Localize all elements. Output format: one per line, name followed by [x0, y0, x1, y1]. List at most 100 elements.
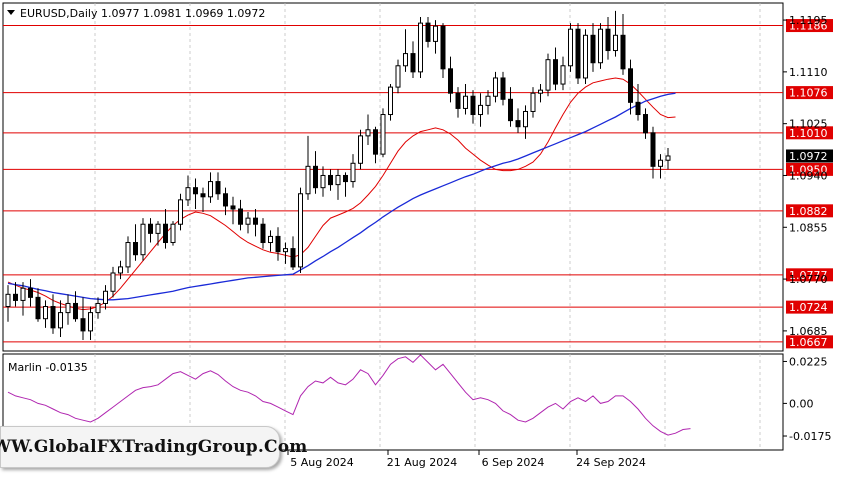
- level-price-label: 1.0777: [789, 269, 828, 282]
- price-tick-label: 1.0770: [789, 273, 828, 286]
- bullish-candle: [170, 223, 176, 244]
- bearish-candle: [373, 129, 378, 155]
- bearish-candle: [590, 34, 596, 64]
- bullish-candle: [598, 28, 603, 64]
- bullish-candle: [433, 25, 438, 42]
- bearish-candle: [575, 28, 581, 79]
- bearish-candle: [148, 223, 153, 234]
- bullish-candle: [320, 174, 326, 189]
- level-price-label: 1.0882: [789, 205, 828, 218]
- symbol-info: EURUSD,Daily 1.0977 1.0981 1.0969 1.0972: [20, 7, 265, 20]
- oscillator-label: Marlin -0.0135: [8, 361, 88, 374]
- bullish-candle: [403, 53, 408, 67]
- marlin-oscillator-line: [7, 354, 691, 436]
- bullish-candle: [298, 193, 303, 268]
- bullish-candle: [305, 165, 311, 195]
- bearish-candle: [425, 22, 431, 42]
- bearish-candle: [440, 25, 446, 70]
- bullish-candle: [58, 312, 63, 329]
- bullish-candle: [538, 89, 543, 94]
- bullish-candle: [155, 223, 161, 234]
- oscillator-tick-label: 0.0225: [789, 355, 828, 368]
- bullish-candle: [358, 135, 363, 164]
- level-price-tag: [786, 126, 833, 140]
- bullish-candle: [185, 187, 191, 201]
- time-tick-label: 6 Sep 2024: [482, 456, 545, 469]
- candlesticks: [5, 10, 671, 341]
- bearish-candle: [193, 187, 198, 195]
- bullish-candle: [118, 266, 123, 274]
- price-tick-label: 1.1195: [789, 14, 828, 27]
- price-tick-label: 1.0855: [789, 221, 828, 234]
- bullish-candle: [545, 59, 551, 91]
- bullish-candle: [583, 34, 588, 79]
- bearish-candle: [80, 318, 86, 332]
- bullish-candle: [493, 77, 498, 97]
- current-price-label: 1.0972: [789, 150, 828, 163]
- bearish-candle: [238, 208, 243, 225]
- bearish-candle: [223, 193, 228, 207]
- price-tick-label: 1.0685: [789, 325, 828, 338]
- bullish-candle: [140, 223, 146, 256]
- bullish-candle: [568, 28, 573, 67]
- bearish-candle: [133, 242, 138, 256]
- bullish-candle: [418, 22, 423, 73]
- bullish-candle: [43, 306, 48, 320]
- bearish-candle: [73, 302, 78, 320]
- level-price-tag: [786, 162, 833, 176]
- oscillator-tick-label: -0.0175: [789, 430, 831, 443]
- bearish-candle: [620, 34, 626, 70]
- level-price-tag: [786, 204, 833, 218]
- bearish-candle: [163, 223, 168, 244]
- bullish-candle: [103, 290, 108, 304]
- bearish-candle: [28, 287, 33, 298]
- bullish-candle: [20, 287, 26, 301]
- bearish-candle: [215, 181, 221, 195]
- chart-menu-triangle-icon[interactable]: [7, 10, 15, 15]
- bearish-candle: [260, 223, 266, 244]
- bearish-candle: [230, 205, 236, 210]
- bullish-candle: [5, 293, 11, 308]
- bearish-candle: [553, 59, 558, 85]
- bearish-candle: [13, 293, 18, 301]
- bearish-candle: [635, 101, 641, 116]
- level-price-label: 1.1186: [789, 20, 828, 33]
- red-moving-average-line: [7, 77, 676, 311]
- bearish-candle: [628, 68, 633, 103]
- level-price-tag: [786, 19, 833, 33]
- level-price-tag: [786, 86, 833, 100]
- bullish-candle: [478, 104, 483, 116]
- level-price-tag: [786, 268, 833, 282]
- bearish-candle: [508, 98, 513, 122]
- bearish-candle: [515, 120, 521, 128]
- bearish-candle: [275, 235, 281, 253]
- bullish-candle: [665, 155, 671, 161]
- bearish-candle: [253, 217, 258, 225]
- level-price-label: 1.1076: [789, 87, 828, 100]
- bullish-candle: [245, 217, 251, 225]
- oscillator-axis: 0.0225 0.00 -0.0175: [783, 355, 831, 443]
- time-tick-label: 5 Aug 2024: [290, 456, 353, 469]
- bearish-candle: [343, 174, 348, 183]
- blue-moving-average-line: [7, 92, 676, 301]
- bullish-candle: [530, 92, 536, 112]
- bearish-candle: [313, 165, 318, 189]
- bullish-candle: [388, 86, 393, 116]
- bullish-candle: [560, 65, 566, 85]
- bullish-candle: [95, 302, 101, 314]
- price-tick-label: 1.1025: [789, 118, 828, 131]
- bullish-candle: [485, 95, 491, 106]
- bullish-candle: [110, 272, 116, 292]
- bearish-candle: [455, 92, 461, 109]
- bearish-candle: [50, 306, 56, 329]
- bullish-candle: [335, 174, 341, 186]
- bearish-candle: [643, 114, 648, 134]
- bullish-candle: [350, 162, 356, 183]
- bullish-candle: [395, 65, 401, 88]
- price-axis: 1.1195 1.1110 1.1025 1.0940 1.0855 1.0770 1.06…: [783, 14, 833, 338]
- bearish-candle: [500, 77, 506, 100]
- time-axis: 5 Aug 2024 21 Aug 2024 6 Sep 2024 24 Sep 20…: [287, 450, 646, 469]
- bullish-candle: [283, 248, 288, 253]
